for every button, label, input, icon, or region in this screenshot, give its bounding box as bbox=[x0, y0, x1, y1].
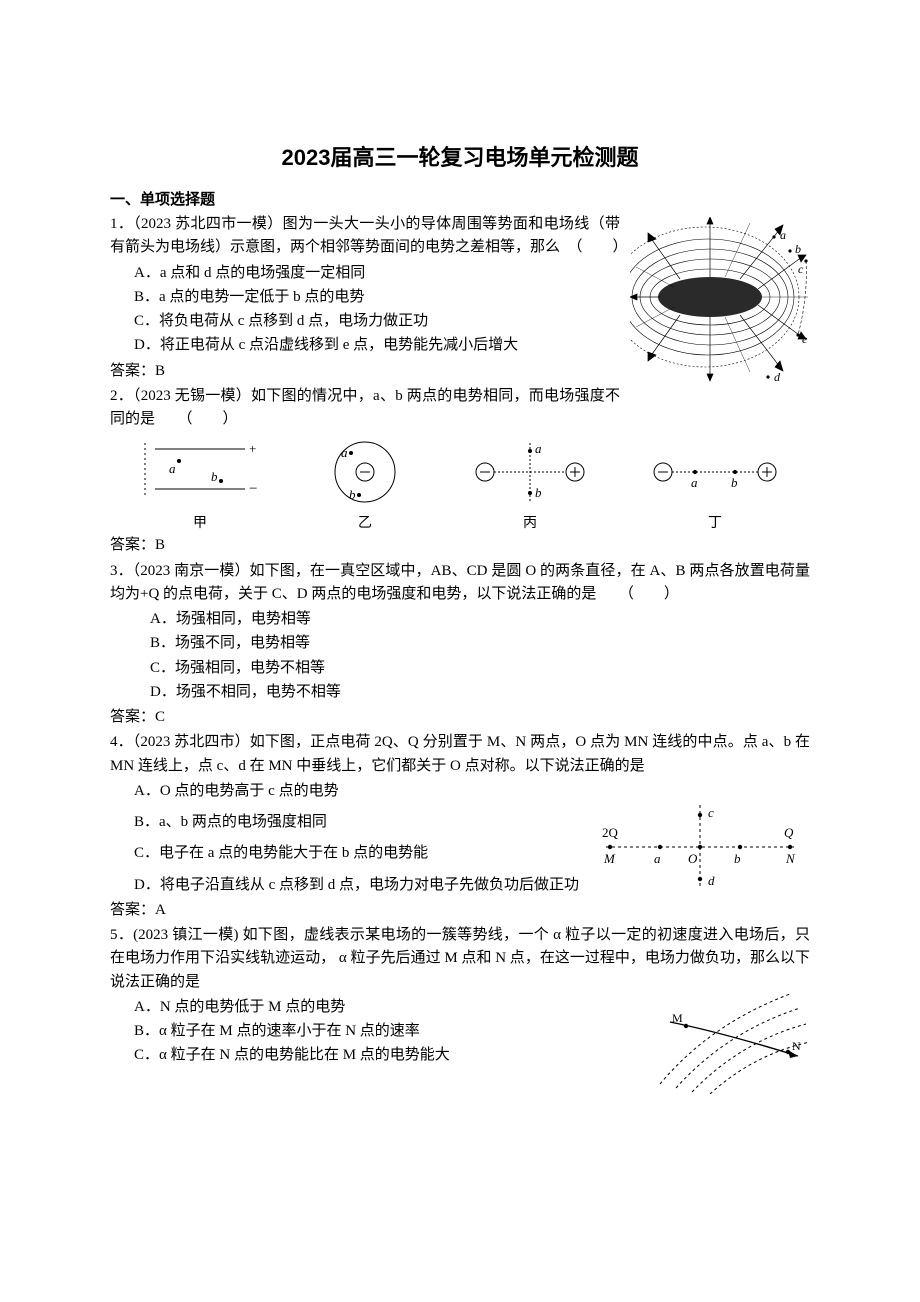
svg-text:b: b bbox=[211, 469, 218, 484]
q2-label-ding: 丁 bbox=[645, 512, 785, 532]
q2-label-bing: 丙 bbox=[465, 512, 595, 532]
svg-text:b: b bbox=[349, 487, 356, 502]
svg-text:−: − bbox=[249, 481, 257, 497]
q3-options: A．场强相同，电势相等 B．场强不同，电势相等 C．场强相同，电势不相等 D．场… bbox=[110, 608, 810, 704]
svg-text:a: a bbox=[654, 851, 661, 866]
question-1: a b c e d 1．（2023 苏北四市一模）图为一头大一头小的导体周围等势… bbox=[110, 213, 810, 383]
svg-text:2Q: 2Q bbox=[602, 825, 619, 840]
svg-text:+: + bbox=[249, 441, 256, 456]
svg-text:d: d bbox=[708, 873, 715, 888]
svg-text:e: e bbox=[802, 332, 808, 346]
q2-answer: 答案：B bbox=[110, 534, 810, 557]
svg-text:a: a bbox=[691, 475, 698, 490]
svg-text:a: a bbox=[535, 441, 542, 456]
svg-text:b: b bbox=[734, 851, 741, 866]
svg-text:M: M bbox=[603, 851, 616, 866]
svg-text:b: b bbox=[795, 242, 801, 256]
svg-text:a: a bbox=[780, 228, 786, 242]
q2-figure-row: + − a b 甲 a bbox=[110, 437, 810, 532]
svg-text:O: O bbox=[688, 851, 698, 866]
svg-text:N: N bbox=[792, 1039, 801, 1053]
question-3: 3．（2023 南京一模）如下图，在一真空区域中，AB、CD 是圆 O 的两条直… bbox=[110, 560, 810, 730]
q3-opt-c: C．场强相同，电势不相等 bbox=[150, 657, 810, 680]
q3-opt-a: A．场强相同，电势相等 bbox=[150, 608, 810, 631]
svg-text:b: b bbox=[731, 475, 738, 490]
exam-page: 2023届高三一轮复习电场单元检测题 一、单项选择题 bbox=[0, 0, 920, 1302]
q2-stem: 2．（2023 无锡一模）如下图的情况中，a、b 两点的电势相同，而电场强度不同… bbox=[110, 385, 810, 432]
q1-figure: a b c e d bbox=[630, 217, 810, 392]
q2-fig-bing: a b 丙 bbox=[465, 437, 595, 532]
q4-figure: 2Q Q M a O b N c d bbox=[590, 797, 810, 902]
svg-text:Q: Q bbox=[784, 825, 794, 840]
svg-text:a: a bbox=[169, 461, 176, 476]
svg-text:d: d bbox=[774, 370, 781, 384]
svg-text:N: N bbox=[785, 851, 796, 866]
q2-label-jia: 甲 bbox=[135, 512, 265, 532]
page-title: 2023届高三一轮复习电场单元检测题 bbox=[110, 140, 810, 172]
q5-figure: M N bbox=[650, 984, 810, 1099]
q2-fig-ding: a b 丁 bbox=[645, 437, 785, 532]
question-2: 2．（2023 无锡一模）如下图的情况中，a、b 两点的电势相同，而电场强度不同… bbox=[110, 385, 810, 558]
svg-text:c: c bbox=[708, 805, 714, 820]
q2-fig-jia: + − a b 甲 bbox=[135, 437, 265, 532]
q3-answer: 答案：C bbox=[110, 706, 810, 729]
section-heading: 一、单项选择题 bbox=[110, 188, 810, 209]
svg-text:a: a bbox=[341, 445, 348, 460]
question-5: M N 5．(2023 镇江一模) 如下图，虚线表示某电场的一簇等势线，一个 α… bbox=[110, 924, 810, 1068]
q3-opt-b: B．场强不同，电势相等 bbox=[150, 632, 810, 655]
q4-stem: 4．（2023 苏北四市）如下图，正点电荷 2Q、Q 分别置于 M、N 两点，O… bbox=[110, 731, 810, 778]
svg-text:b: b bbox=[535, 485, 542, 500]
q3-stem: 3．（2023 南京一模）如下图，在一真空区域中，AB、CD 是圆 O 的两条直… bbox=[110, 560, 810, 607]
q2-fig-yi: a b 乙 bbox=[315, 437, 415, 532]
question-4: 2Q Q M a O b N c d 4．（2023 苏北四市）如下图，正点电荷… bbox=[110, 731, 810, 922]
q3-opt-d: D．场强不相同，电势不相等 bbox=[150, 681, 810, 704]
svg-text:c: c bbox=[798, 262, 804, 276]
q2-label-yi: 乙 bbox=[315, 512, 415, 532]
svg-text:M: M bbox=[672, 1011, 683, 1025]
